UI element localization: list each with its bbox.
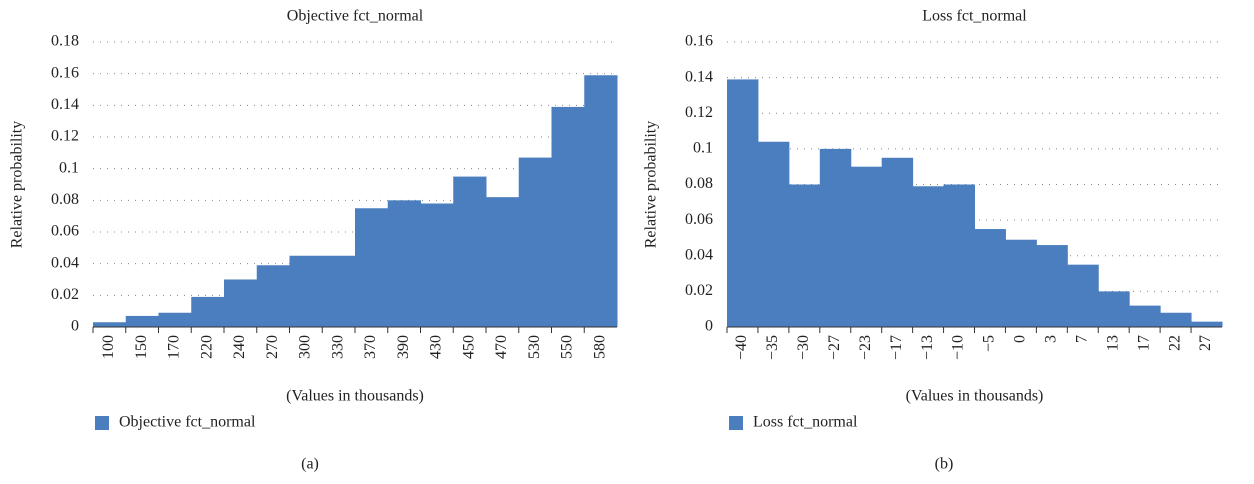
y-tick-label: 0.06 (51, 223, 79, 240)
x-tick-label: 550 (559, 335, 576, 359)
bar (788, 184, 821, 327)
y-tick-label: 0.1 (693, 140, 713, 157)
x-tick-label: 530 (526, 335, 543, 359)
y-tick-label: 0.12 (51, 128, 79, 145)
x-tick-label: −13 (919, 335, 936, 360)
x-tick-label: 22 (1166, 335, 1183, 351)
legend-swatch (95, 416, 109, 430)
bar (355, 208, 389, 327)
bar (819, 148, 852, 327)
bar (387, 200, 421, 327)
bar (158, 312, 192, 327)
bar (420, 203, 454, 327)
x-tick-label: 470 (493, 335, 510, 359)
x-tick-label: 240 (231, 335, 248, 359)
legend-swatch (729, 416, 743, 430)
bar (224, 279, 258, 327)
x-tick-label: −40 (733, 335, 750, 360)
y-tick-label: 0.12 (685, 104, 713, 121)
y-tick-label: 0.08 (51, 191, 79, 208)
y-tick-label: 0.02 (51, 286, 79, 303)
bar (1191, 321, 1223, 327)
x-tick-label: 13 (1104, 335, 1121, 351)
x-tick-label: 100 (100, 335, 117, 359)
bar (1098, 291, 1130, 327)
bar (727, 79, 759, 327)
y-tick-label: 0.16 (685, 33, 713, 50)
bar (912, 186, 945, 327)
x-axis-label: (Values in thousands) (906, 388, 1044, 405)
bar (757, 141, 790, 327)
y-tick-label: 0 (705, 318, 713, 335)
bar (881, 157, 914, 327)
y-tick-label: 0.1 (59, 159, 79, 176)
x-tick-label: 3 (1043, 335, 1060, 343)
bar (1129, 305, 1161, 327)
x-tick-label: −17 (888, 335, 905, 360)
y-tick-label: 0.04 (51, 254, 79, 271)
x-tick-label: 7 (1073, 335, 1090, 343)
x-tick-label: 270 (264, 335, 281, 359)
y-tick-label: 0.04 (685, 246, 713, 263)
bar (551, 106, 585, 328)
y-tick-label: 0.14 (685, 68, 713, 85)
chart-title: Loss fct_normal (922, 8, 1027, 25)
caption: (a) (301, 456, 319, 473)
legend-label: Objective fct_normal (119, 414, 256, 431)
x-tick-label: 27 (1197, 335, 1214, 351)
x-tick-label: −35 (764, 335, 781, 360)
bar (974, 229, 1006, 327)
bar (850, 166, 883, 327)
x-tick-label: −10 (950, 335, 967, 360)
chart-title: Objective fct_normal (287, 8, 424, 25)
caption: (b) (935, 456, 954, 473)
x-tick-label: 450 (460, 335, 477, 359)
x-axis-label: (Values in thousands) (286, 388, 424, 405)
y-axis-label: Relative probability (9, 121, 26, 249)
bar (256, 265, 290, 327)
x-tick-label: 390 (395, 335, 412, 359)
x-tick-label: 370 (362, 335, 379, 359)
x-tick-label: 580 (591, 335, 608, 359)
bar (289, 255, 323, 327)
x-tick-label: 0 (1012, 335, 1029, 343)
bar (1005, 239, 1037, 327)
bar (486, 197, 520, 327)
legend-label: Loss fct_normal (753, 414, 858, 431)
y-tick-label: 0.14 (51, 96, 79, 113)
bar (1160, 312, 1192, 327)
bar (125, 315, 159, 327)
bar (518, 157, 552, 327)
bar (322, 255, 356, 327)
bar (1036, 245, 1068, 327)
y-tick-label: 0.08 (685, 175, 713, 192)
bar (943, 184, 975, 327)
x-tick-label: 150 (133, 335, 150, 359)
y-tick-label: 0.16 (51, 64, 79, 81)
bar (93, 322, 127, 327)
y-tick-label: 0 (71, 318, 79, 335)
bar (191, 296, 225, 327)
x-tick-label: 17 (1135, 335, 1152, 351)
x-tick-label: 330 (329, 335, 346, 359)
y-tick-label: 0.18 (51, 33, 79, 50)
x-tick-label: −30 (795, 335, 812, 360)
bar (453, 176, 487, 327)
y-tick-label: 0.02 (685, 282, 713, 299)
x-tick-label: −23 (857, 335, 874, 360)
x-tick-label: 300 (297, 335, 314, 359)
bar (1067, 264, 1099, 327)
x-tick-label: −5 (981, 335, 998, 352)
x-tick-label: 220 (198, 335, 215, 359)
bar (584, 75, 618, 327)
x-tick-label: 170 (166, 335, 183, 359)
y-axis-label: Relative probability (643, 121, 660, 249)
y-tick-label: 0.06 (685, 211, 713, 228)
x-tick-label: −27 (826, 335, 843, 360)
x-tick-label: 430 (428, 335, 445, 359)
